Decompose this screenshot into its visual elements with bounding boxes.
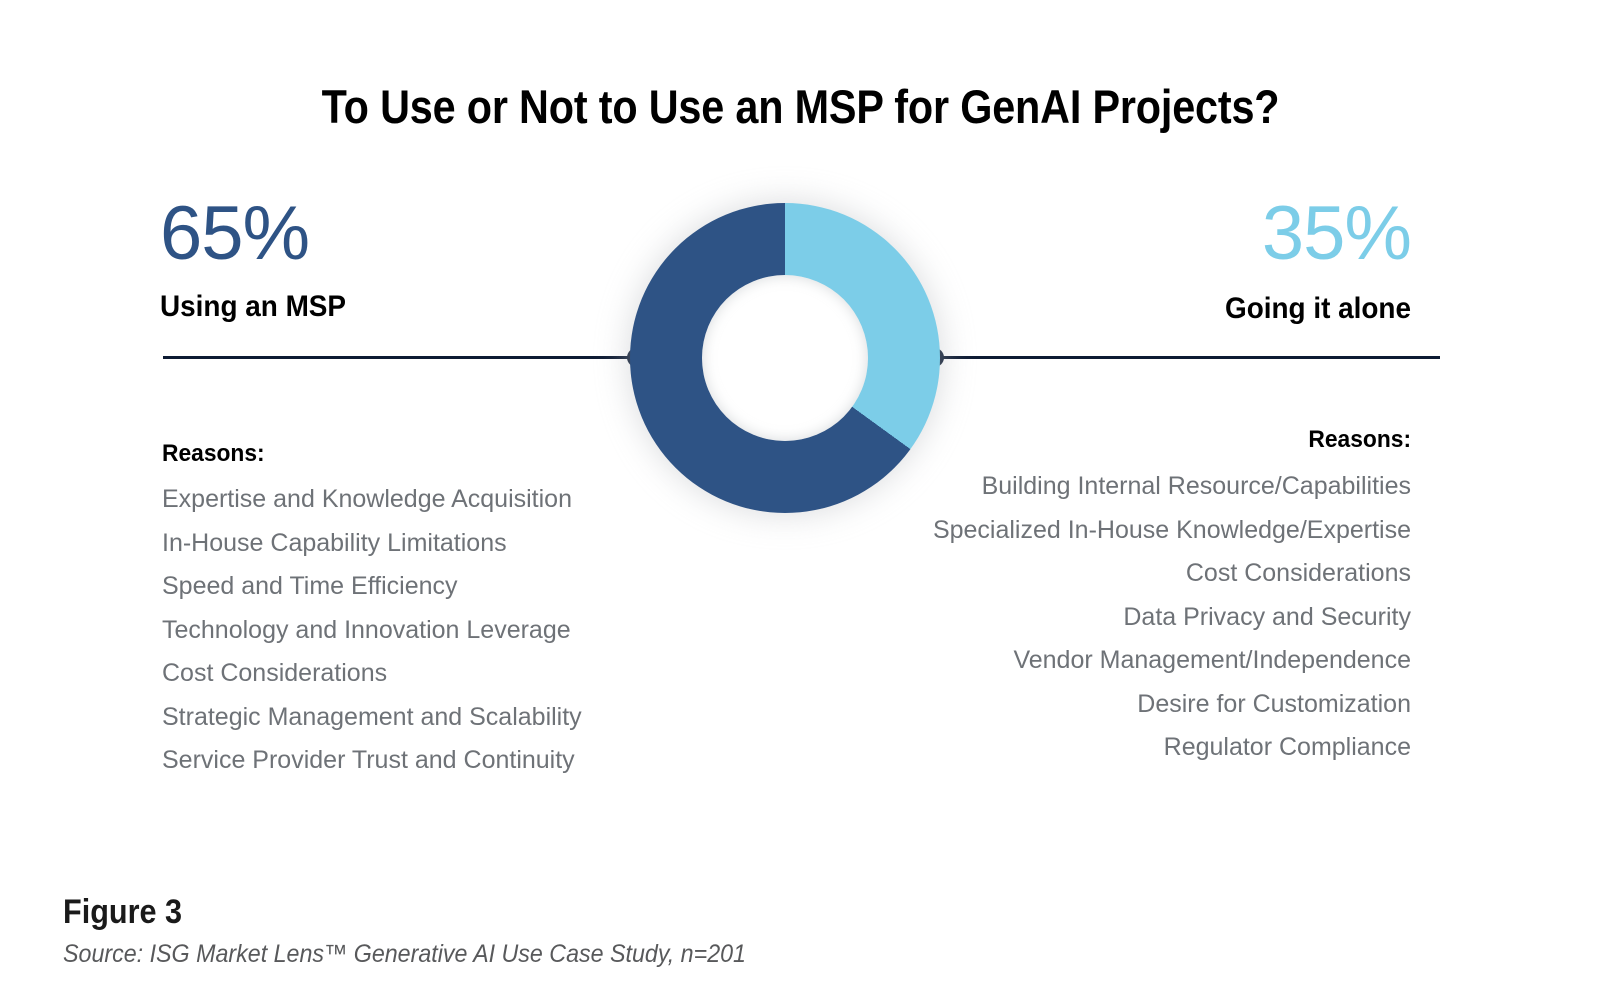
donut-chart [630, 203, 940, 513]
reason-item-right: Desire for Customization [1137, 689, 1411, 718]
reason-item-left: Service Provider Trust and Continuity [162, 746, 575, 774]
reason-item-left: Strategic Management and Scalability [162, 702, 582, 731]
reason-item-right: Regulator Compliance [1163, 733, 1411, 761]
reason-item-right: Building Internal Resource/Capabilities [981, 472, 1411, 500]
percent-using-msp: 65% [160, 191, 310, 276]
reason-item-right: Cost Considerations [1185, 559, 1411, 587]
donut-center-hole [702, 275, 868, 441]
reason-item-left: Speed and Time Efficiency [162, 572, 458, 600]
percent-going-it-alone: 35% [1261, 191, 1412, 276]
label-going-it-alone: Going it alone [1225, 292, 1411, 325]
reasons-list-left: Expertise and Knowledge Acquisition In-Ho… [162, 478, 582, 783]
reason-item-right: Vendor Management/Independence [1013, 646, 1411, 674]
reasons-heading-left: Reasons: [162, 440, 265, 467]
reasons-heading-right: Reasons: [1308, 426, 1411, 453]
reasons-list-right: Building Internal Resource/Capabilities S… [933, 465, 1411, 770]
figure-label: Figure 3 [63, 893, 183, 931]
reason-item-right: Specialized In-House Knowledge/Expertise [932, 515, 1411, 544]
label-using-msp: Using an MSP [160, 290, 347, 323]
source-note: Source: ISG Market Lens™ Generative AI U… [63, 940, 746, 968]
connector-line-right [932, 356, 1440, 359]
reason-item-left: Cost Considerations [162, 659, 388, 687]
connector-line-left [163, 356, 637, 359]
reason-item-left: Technology and Innovation Leverage [162, 615, 571, 644]
reason-item-left: Expertise and Knowledge Acquisition [162, 485, 572, 513]
page-title: To Use or Not to Use an MSP for GenAI Pr… [321, 80, 1280, 134]
reason-item-left: In-House Capability Limitations [162, 528, 507, 557]
reason-item-right: Data Privacy and Security [1123, 602, 1411, 631]
